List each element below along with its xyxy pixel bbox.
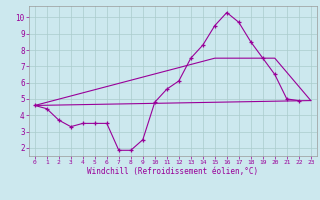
X-axis label: Windchill (Refroidissement éolien,°C): Windchill (Refroidissement éolien,°C): [87, 167, 258, 176]
